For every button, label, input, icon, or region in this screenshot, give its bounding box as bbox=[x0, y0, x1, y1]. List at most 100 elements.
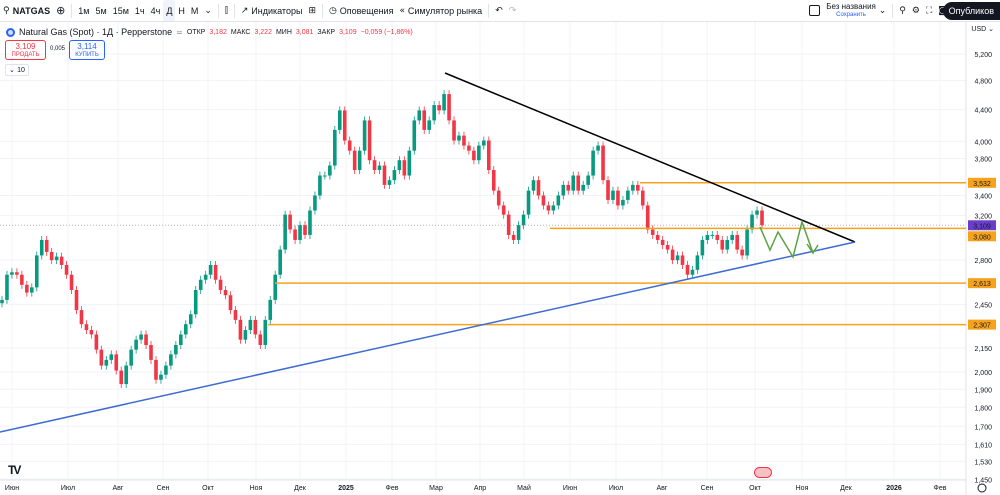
symbol-search[interactable]: ⚲ NATGAS bbox=[3, 5, 51, 16]
candle-body bbox=[402, 160, 407, 176]
candle-body bbox=[0, 299, 4, 304]
undo-button[interactable]: ↶ bbox=[492, 0, 506, 21]
candle-body bbox=[417, 110, 422, 121]
chart-type-button[interactable]: ⫿ bbox=[222, 0, 231, 21]
y-tick-label: 4,800 bbox=[974, 79, 992, 86]
candle-body bbox=[208, 264, 213, 275]
candle-body bbox=[59, 256, 64, 265]
currency-selector[interactable]: USD ⌄ bbox=[971, 25, 994, 33]
interval-5m[interactable]: 5м bbox=[95, 5, 107, 16]
candle-body bbox=[531, 180, 536, 191]
divider bbox=[71, 3, 73, 18]
y-tick-label: 3,400 bbox=[974, 193, 992, 200]
interval-week[interactable]: Н bbox=[178, 5, 185, 16]
fullscreen-button[interactable]: ⛶ bbox=[923, 0, 935, 21]
candle-body bbox=[486, 140, 491, 171]
candle-body bbox=[248, 319, 253, 331]
candle-body bbox=[521, 214, 526, 226]
candle-body bbox=[139, 334, 143, 340]
candle-body bbox=[69, 274, 74, 290]
x-tick-label: Авг bbox=[113, 485, 124, 492]
interval-4h[interactable]: 4ч bbox=[150, 5, 161, 16]
candle-body bbox=[39, 239, 44, 256]
candle-body bbox=[541, 195, 546, 206]
replay-button[interactable]: « Симулятор рынка bbox=[399, 5, 483, 16]
symbol-title[interactable]: Natural Gas (Spot) · 1Д · Pepperstone bbox=[19, 27, 173, 37]
level-price-label-bg bbox=[968, 278, 996, 289]
publish-button[interactable]: Опубликов bbox=[942, 2, 1000, 20]
us-event-icon[interactable] bbox=[754, 467, 772, 478]
candle-body bbox=[193, 289, 198, 315]
candle-body bbox=[347, 140, 352, 151]
level-price-label-bg bbox=[968, 177, 996, 188]
candle-body bbox=[174, 345, 178, 355]
candle-body bbox=[179, 334, 183, 346]
candle-body bbox=[591, 150, 595, 176]
level-price-label-bg bbox=[968, 231, 996, 242]
settings-button[interactable]: ⚙ bbox=[909, 0, 923, 21]
candle-body bbox=[149, 345, 153, 360]
snapshot-button[interactable]: ◙ bbox=[935, 0, 950, 21]
interval-day[interactable]: Д bbox=[163, 0, 176, 21]
candle-body bbox=[680, 255, 685, 265]
interval-month[interactable]: М bbox=[190, 5, 199, 16]
candle-body bbox=[387, 180, 392, 185]
alarm-icon: ◷ bbox=[328, 5, 340, 16]
divider bbox=[233, 3, 235, 18]
quick-search-button[interactable]: ⚲ bbox=[896, 0, 909, 21]
candle-body bbox=[462, 135, 466, 146]
y-tick-label: 4,000 bbox=[974, 139, 992, 146]
compare-button[interactable]: ⊕ bbox=[53, 0, 68, 21]
candle-body bbox=[745, 229, 749, 256]
candle-body bbox=[134, 339, 138, 350]
candle-body bbox=[129, 349, 133, 366]
templates-button[interactable]: ⊞ bbox=[305, 0, 319, 21]
candle-body bbox=[576, 175, 581, 191]
level-price-label: 3,080 bbox=[973, 234, 991, 241]
alerts-button[interactable]: ◷ Оповещения bbox=[328, 5, 394, 16]
candle-body bbox=[511, 234, 516, 240]
y-tick-label: 2,800 bbox=[974, 258, 992, 265]
candle-body bbox=[715, 234, 720, 240]
sell-button[interactable]: 3,109 ПРОДАТЬ bbox=[5, 40, 46, 60]
indicators-toggle[interactable]: ⌄ 10 bbox=[5, 64, 29, 76]
redo-icon: ↷ bbox=[508, 5, 517, 16]
tradingview-logo[interactable]: TV bbox=[8, 463, 21, 477]
interval-1m[interactable]: 1м bbox=[78, 5, 90, 16]
candle-body bbox=[740, 249, 744, 256]
candle-body bbox=[218, 279, 223, 290]
indicators-button[interactable]: ↗ Индикаторы bbox=[240, 5, 303, 16]
candle-body bbox=[198, 279, 203, 290]
layout-button[interactable]: Без названия Сохранить ⌄ bbox=[806, 0, 889, 21]
current-price-label: 3,109 bbox=[973, 223, 991, 230]
divider bbox=[488, 3, 490, 18]
redo-button[interactable]: ↷ bbox=[506, 0, 520, 21]
candle-body bbox=[536, 180, 541, 196]
candle-body bbox=[571, 175, 576, 191]
candle-body bbox=[104, 359, 109, 366]
top-toolbar: ⚲ NATGAS ⊕ 1м 5м 15м 1ч 4ч Д Н М ⌄ ⫿ ↗ И… bbox=[0, 0, 1000, 22]
candle-body bbox=[74, 289, 79, 311]
candle-body bbox=[685, 264, 690, 275]
candles-icon: ⫿ bbox=[224, 5, 228, 16]
x-tick-label: Фев bbox=[934, 485, 947, 492]
candle-body bbox=[323, 175, 327, 177]
axis-settings-icon[interactable] bbox=[977, 483, 987, 493]
x-tick-label: Дек bbox=[294, 485, 307, 492]
buy-button[interactable]: 3,114 КУПИТЬ bbox=[69, 40, 105, 60]
candle-body bbox=[710, 234, 715, 236]
interval-dropdown[interactable]: ⌄ bbox=[201, 0, 215, 21]
candle-body bbox=[755, 210, 759, 215]
candle-body bbox=[188, 314, 193, 325]
candle-body bbox=[84, 324, 89, 331]
candle-body bbox=[665, 245, 670, 250]
support-trendline bbox=[0, 241, 856, 433]
y-tick-label: 1,450 bbox=[974, 477, 992, 484]
interval-15m[interactable]: 15м bbox=[112, 5, 129, 16]
y-tick-label: 2,450 bbox=[974, 303, 992, 310]
interval-1h[interactable]: 1ч bbox=[134, 5, 145, 16]
x-tick-label: Ноя bbox=[250, 485, 263, 492]
collapse-icon[interactable]: = bbox=[176, 27, 183, 37]
candle-body bbox=[114, 354, 119, 371]
price-chart[interactable]: 5,200 4,800 4,400 4,000 3,800 3,400 3,200 2,800… bbox=[0, 22, 1000, 495]
